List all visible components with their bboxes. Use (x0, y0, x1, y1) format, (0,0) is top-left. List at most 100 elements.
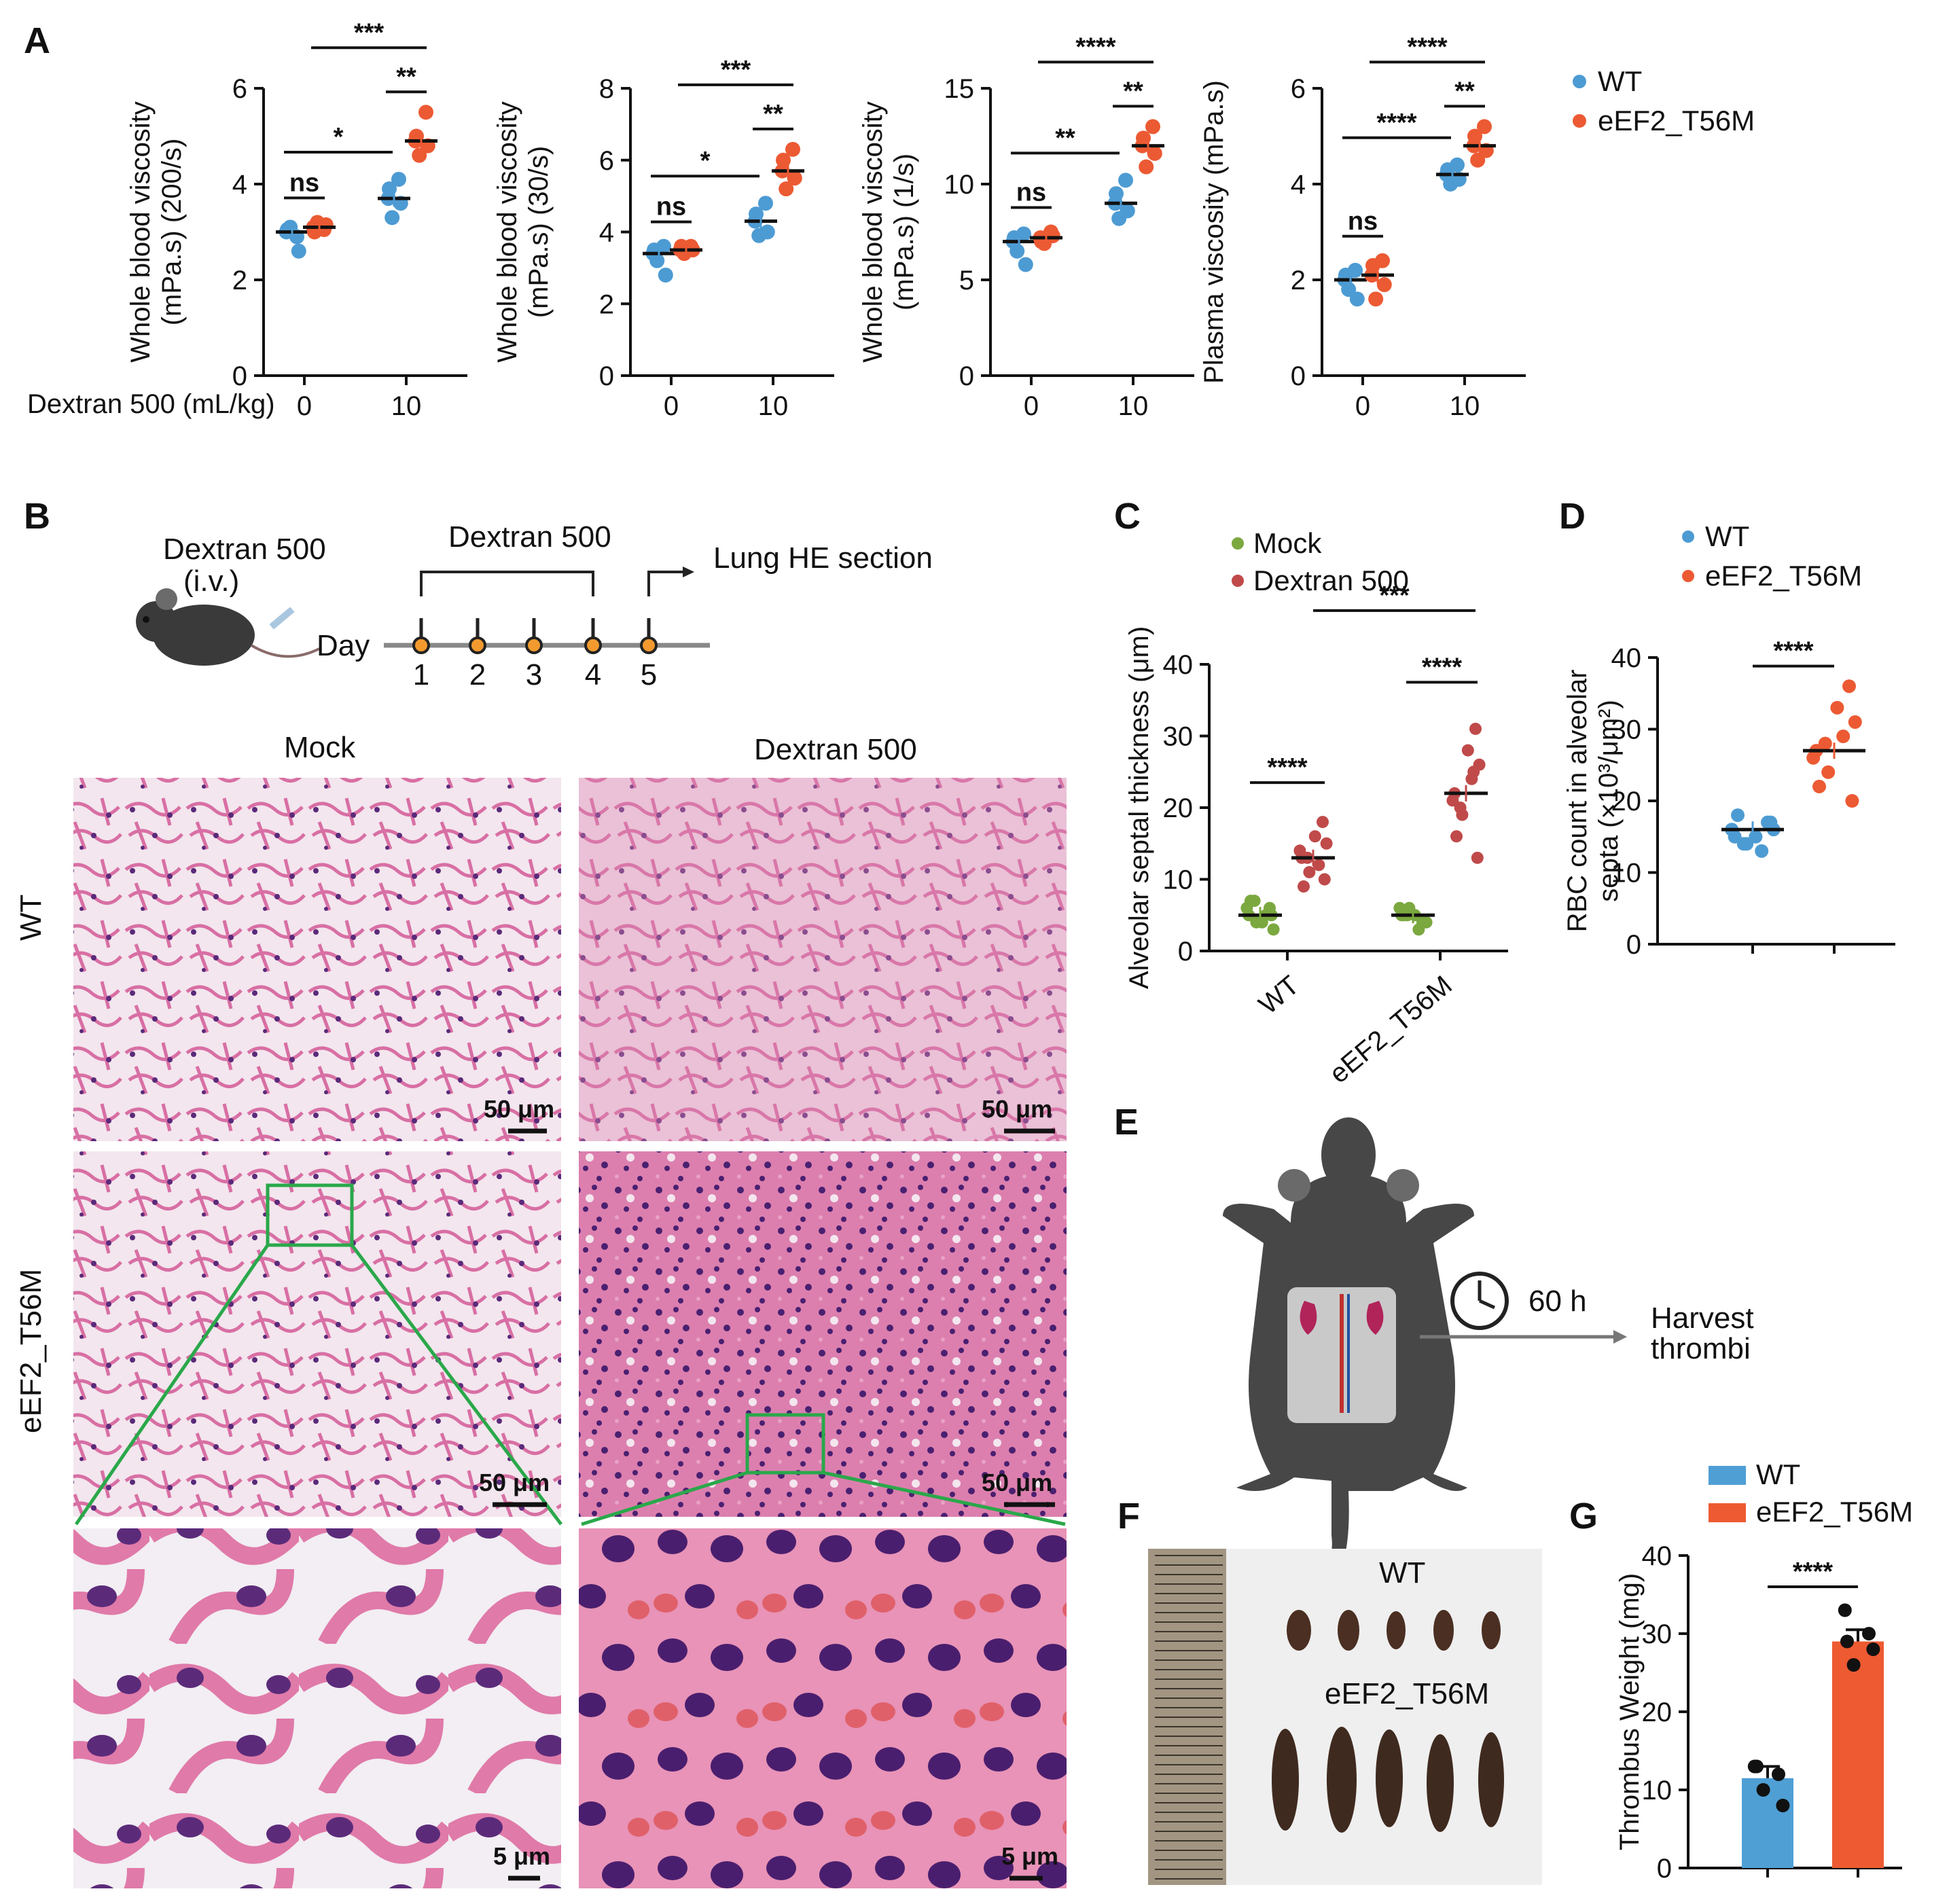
data-point (759, 224, 775, 240)
b-row-label-t56m: eEF2_T56M (14, 1269, 48, 1433)
significance-label: **** (1376, 109, 1416, 137)
c-legend-dextran: Dextran 500 (1253, 564, 1409, 596)
y-axis-label: Whole blood viscosity (858, 101, 888, 363)
data-point (1818, 736, 1832, 751)
panel-label-f: F (1117, 1496, 1140, 1537)
data-point (1320, 837, 1333, 850)
data-point (1018, 257, 1033, 272)
data-point (1840, 1634, 1854, 1649)
x-tick-label: 0 (297, 391, 312, 421)
x-tick-label: eEF2_T56M (1324, 970, 1458, 1089)
scalebars: 50 μm 50 μm 50 μm 50 μm 5 μm 5 μm (479, 1095, 1058, 1881)
y-axis-label: septa (×10³/μm²) (1594, 700, 1624, 902)
panel-label-b: B (24, 496, 50, 537)
y-tick-label: 0 (1657, 1854, 1672, 1884)
data-point (1469, 722, 1482, 735)
e-arrow-head-icon (1613, 1330, 1627, 1344)
day-label: 2 (469, 658, 486, 691)
data-point (1312, 859, 1325, 872)
b-schematic: Dextran 500 (i.v.) Day Dextran 500 Lung … (136, 520, 933, 691)
d-legend-t56m: eEF2_T56M (1705, 560, 1862, 592)
significance-label: *** (354, 18, 385, 47)
g-legend-t56m: eEF2_T56M (1756, 1496, 1913, 1528)
data-point (1836, 730, 1850, 744)
data-point (391, 171, 406, 187)
data-point (1866, 1642, 1880, 1656)
micrograph-wt-mock (73, 778, 561, 1141)
mouse-dorsal-icon (1196, 1117, 1474, 1591)
day-marker (640, 636, 658, 654)
b-arrow-line (647, 571, 683, 596)
x-tick-label: WT (1253, 970, 1305, 1020)
e-outcome-line1: Harvest (1651, 1301, 1754, 1335)
zoom-box-mock (266, 1183, 354, 1247)
thrombus-wt (1338, 1610, 1359, 1651)
data-point (1139, 159, 1154, 175)
data-point (1812, 779, 1826, 793)
significance-label: ns (656, 193, 686, 221)
thrombi (1272, 1610, 1504, 1833)
x-tick-label: 0 (1355, 391, 1370, 421)
thrombus-t56m (1327, 1727, 1357, 1833)
y-tick-label: 20 (1611, 787, 1642, 816)
y-tick-label: 2 (232, 266, 247, 295)
b-row-label-wt: WT (14, 895, 48, 941)
data-point (1806, 751, 1821, 765)
significance-label: ** (1454, 77, 1475, 105)
data-point (1009, 243, 1025, 259)
micrograph-zoom-dextran (579, 1528, 1067, 1888)
data-point (1147, 145, 1162, 161)
data-point (1368, 291, 1384, 307)
y-tick-label: 10 (944, 170, 975, 200)
data-point (1240, 901, 1253, 914)
y-axis-label: Thrombus Weight (mg) (1615, 1573, 1645, 1850)
data-point (1776, 1799, 1790, 1812)
y-axis-label: Whole blood viscosity (126, 101, 156, 363)
y-tick-label: 5 (959, 266, 974, 295)
y-tick-label: 0 (1178, 937, 1193, 967)
data-point (1749, 829, 1763, 844)
data-point (1145, 119, 1160, 134)
day-label: 3 (526, 658, 542, 691)
panel-label-e: E (1114, 1102, 1139, 1143)
data-point (1470, 152, 1486, 168)
scalebar-label: 50 μm (484, 1095, 554, 1123)
b-col-label-mock: Mock (284, 731, 356, 764)
data-point (1293, 844, 1306, 857)
data-point (1303, 865, 1316, 878)
b-day-ticks: 1 2 3 4 5 (412, 618, 658, 691)
y-axis-label: RBC count in alveolar (1562, 670, 1592, 933)
micrograph-t56m-mock (73, 1151, 561, 1517)
thrombus-t56m (1427, 1734, 1454, 1832)
significance-label: ns (289, 168, 319, 197)
data-point (1318, 873, 1331, 886)
y-tick-label: 15 (944, 74, 975, 104)
y-tick-label: 20 (1163, 793, 1194, 823)
y-tick-label: 2 (1291, 266, 1306, 295)
data-point (1118, 173, 1133, 188)
d-legend-t56m-marker (1682, 570, 1694, 582)
data-point (1862, 1627, 1876, 1640)
b-day-label: Day (317, 629, 370, 662)
data-point (758, 196, 773, 211)
b-schematic-route: (i.v.) (183, 564, 239, 598)
data-point (1255, 916, 1268, 929)
a-legend-t56m-marker (1573, 114, 1586, 128)
c-legend-mock-marker (1232, 537, 1244, 550)
x-tick-label: 10 (1118, 391, 1149, 421)
b-bracket (420, 571, 594, 596)
data-point (1317, 816, 1329, 829)
thrombus-wt (1387, 1611, 1406, 1649)
c-legend-mock: Mock (1253, 527, 1322, 559)
y-tick-label: 0 (1626, 930, 1641, 960)
significance-label: * (334, 123, 344, 151)
y-tick-label: 10 (1642, 1776, 1673, 1806)
panel-label-a: A (24, 20, 50, 61)
d-legend-wt-marker (1682, 531, 1694, 543)
significance-label: **** (1422, 653, 1462, 681)
a-legend-t56m: eEF2_T56M (1598, 105, 1755, 137)
y-axis-label: Plasma viscosity (mPa.s) (1199, 80, 1229, 384)
significance-label: **** (1267, 753, 1307, 782)
day-label: 4 (585, 658, 601, 691)
